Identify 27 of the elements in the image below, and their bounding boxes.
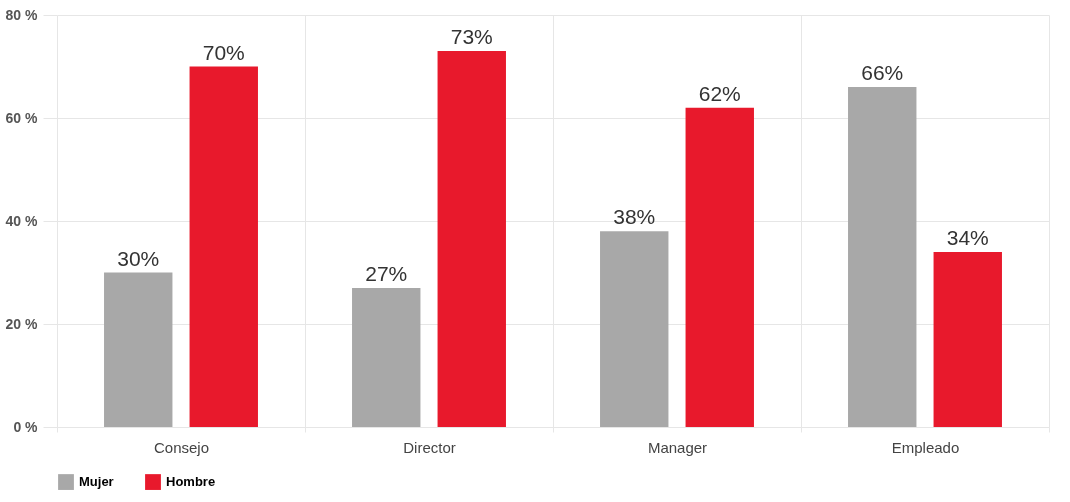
legend-label: Hombre (166, 474, 216, 490)
data-label: 73% (450, 25, 493, 49)
data-label: 38% (613, 205, 656, 229)
y-tick-label: 20 % (5, 315, 39, 332)
data-label: 34% (946, 225, 989, 249)
data-label: 70% (202, 40, 245, 64)
bar (933, 251, 1002, 427)
y-tick-label: 40 % (5, 212, 39, 229)
x-tick-label: Director (403, 438, 456, 456)
y-tick-label: 60 % (5, 109, 39, 126)
bar (352, 287, 421, 427)
y-tick-label: 80 % (5, 6, 39, 23)
data-label: 27% (365, 261, 408, 285)
bar (685, 107, 754, 427)
data-label: 62% (698, 81, 741, 105)
bar (437, 51, 506, 427)
y-tick-label: 0 % (13, 418, 39, 435)
x-tick-label: Consejo (153, 438, 210, 456)
x-tick-label: Manager (647, 438, 708, 456)
bar (104, 272, 173, 427)
data-label: 30% (117, 246, 160, 270)
bar (189, 66, 258, 427)
bar (600, 231, 669, 427)
legend-label: Mujer (79, 474, 114, 490)
data-label: 66% (861, 61, 904, 85)
bar (848, 87, 917, 427)
x-tick-label: Empleado (891, 438, 960, 456)
